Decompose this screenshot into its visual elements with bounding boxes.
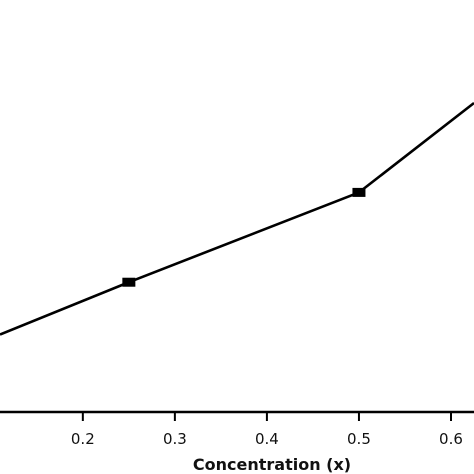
data-point-marker	[352, 187, 366, 197]
x-axis-title: Concentration (x)	[193, 455, 351, 474]
data-point-marker	[122, 277, 136, 287]
x-axis-tick-labels: 0.2 0.3 0.4 0.5 0.6	[71, 430, 463, 448]
x-tick-label: 0.2	[71, 430, 95, 448]
x-tick-label: 0.5	[347, 430, 371, 448]
x-axis-ticks	[81, 412, 452, 421]
x-tick-label: 0.6	[439, 430, 463, 448]
series-line	[0, 101, 474, 336]
x-tick-label: 0.4	[255, 430, 279, 448]
x-tick-label: 0.3	[163, 430, 187, 448]
series-layer	[0, 101, 474, 336]
